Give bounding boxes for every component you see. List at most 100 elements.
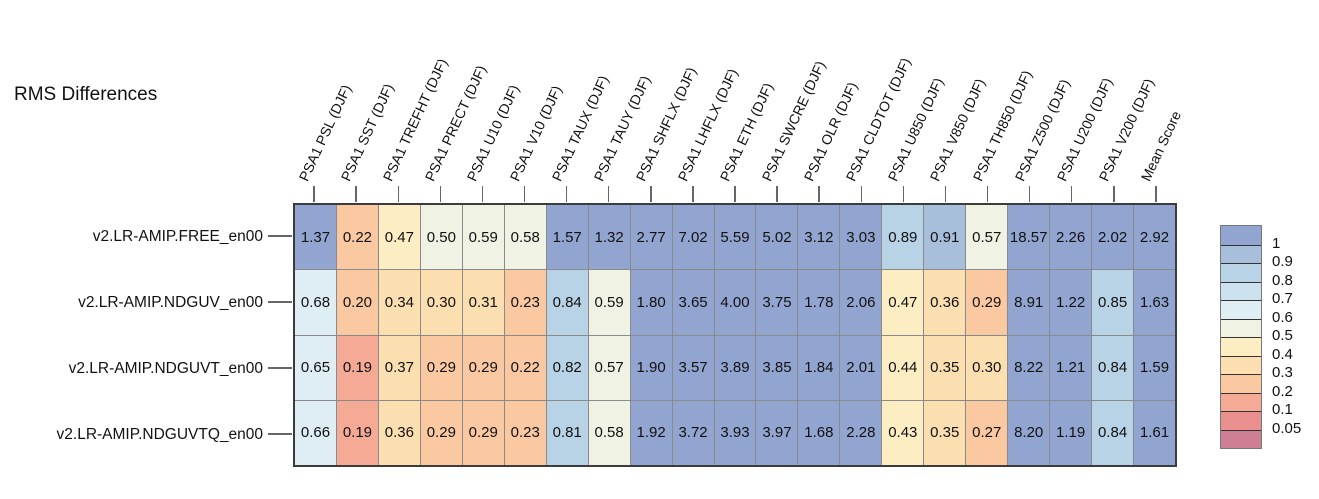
heatmap-cell: 0.19	[336, 335, 378, 400]
heatmap-cell: 3.65	[672, 270, 714, 335]
legend-color-band	[1221, 411, 1261, 430]
heatmap-cell: 0.27	[966, 400, 1008, 465]
legend-tick-label: 0.2	[1272, 382, 1293, 400]
heatmap-cell: 1.57	[546, 205, 588, 270]
heatmap-cell: 1.59	[1134, 335, 1175, 400]
column-tick	[692, 186, 694, 202]
heatmap-cell: 0.29	[420, 335, 462, 400]
column-tick	[1155, 186, 1157, 202]
legend-tick-label: 0.1	[1272, 401, 1293, 418]
heatmap-cell: 0.35	[924, 400, 966, 465]
column-tick	[650, 186, 652, 202]
legend-color-band	[1221, 318, 1261, 337]
heatmap-cell: 0.84	[1092, 400, 1134, 465]
row-tick	[268, 301, 292, 303]
legend-color-band	[1221, 355, 1261, 374]
heatmap-cell: 3.57	[672, 335, 714, 400]
heatmap-cell: 0.59	[462, 205, 504, 270]
legend-color-band	[1221, 226, 1261, 245]
heatmap-cell: 0.68	[295, 270, 336, 335]
heatmap-cell: 0.23	[504, 400, 546, 465]
heatmap-cell: 0.22	[504, 335, 546, 400]
heatmap-cell: 7.02	[672, 205, 714, 270]
heatmap-cell: 0.91	[924, 205, 966, 270]
heatmap-cell: 0.36	[924, 270, 966, 335]
heatmap-cell: 0.35	[924, 335, 966, 400]
heatmap-cell: 4.00	[714, 270, 756, 335]
column-tick	[397, 186, 399, 202]
column-tick	[523, 186, 526, 202]
heatmap-cell: 1.37	[295, 205, 336, 270]
heatmap-cell: 0.89	[882, 205, 924, 270]
heatmap-cell: 0.37	[378, 335, 420, 400]
heatmap-cell: 3.12	[798, 205, 840, 270]
column-tick	[902, 186, 905, 202]
heatmap-cell: 0.29	[462, 400, 504, 465]
heatmap-cell: 0.66	[295, 400, 336, 465]
heatmap-cell: 0.43	[882, 400, 924, 465]
heatmap-cell: 0.85	[1092, 270, 1134, 335]
heatmap-cell: 0.47	[882, 270, 924, 335]
heatmap-cell: 0.36	[378, 400, 420, 465]
heatmap-cell: 1.80	[630, 270, 672, 335]
row-tick	[268, 433, 292, 435]
row-tick	[268, 367, 292, 369]
column-header-label: Mean Score	[1137, 108, 1184, 184]
heatmap-cell: 3.89	[714, 335, 756, 400]
heatmap-grid: 1.37 0.22 0.47 0.50 0.59 0.58 1.57 1.32 2.77 7.02…	[293, 203, 1177, 467]
legend-color-band	[1221, 337, 1261, 356]
column-tick	[860, 186, 862, 202]
heatmap-cell: 0.47	[378, 205, 420, 270]
legend-color-band	[1221, 429, 1261, 448]
chart-title: RMS Differences	[14, 84, 158, 105]
column-tick	[565, 186, 568, 202]
heatmap-cell: 0.29	[420, 400, 462, 465]
heatmap-cell: 0.82	[546, 335, 588, 400]
heatmap-cell: 8.22	[1008, 335, 1050, 400]
heatmap-cell: 8.91	[1008, 270, 1050, 335]
legend-tick-label: 0.05	[1272, 419, 1302, 437]
column-tick	[1028, 186, 1031, 202]
heatmap-cell: 0.81	[546, 400, 588, 465]
heatmap-cell: 3.03	[840, 205, 882, 270]
heatmap-cell: 0.31	[462, 270, 504, 335]
row-tick	[268, 235, 292, 237]
heatmap-cell: 0.30	[420, 270, 462, 335]
heatmap-cell: 2.77	[630, 205, 672, 270]
heatmap-cell: 0.23	[504, 270, 546, 335]
legend-tick-label: 0.7	[1272, 290, 1293, 307]
legend-tick-label: 0.9	[1272, 253, 1293, 270]
heatmap-cell: 3.93	[714, 400, 756, 465]
heatmap-cell: 1.21	[1050, 335, 1092, 400]
column-tick	[776, 186, 778, 202]
legend-color-band	[1221, 300, 1261, 319]
heatmap-cell: 3.72	[672, 400, 714, 465]
column-tick	[355, 186, 357, 202]
legend-color-band	[1221, 374, 1261, 393]
heatmap-cell: 0.34	[378, 270, 420, 335]
legend-tick-label: 0.8	[1272, 271, 1293, 289]
heatmap-cell: 0.44	[882, 335, 924, 400]
legend-color-band	[1221, 281, 1261, 300]
heatmap-cell: 5.02	[756, 205, 798, 270]
heatmap-cell: 1.61	[1134, 400, 1175, 465]
legend-tick-label: 1	[1272, 234, 1281, 252]
legend-tick-label: 0.6	[1272, 308, 1293, 326]
column-tick	[481, 186, 484, 202]
legend-tick-label: 0.5	[1272, 327, 1293, 344]
legend-tick-label: 0.3	[1272, 364, 1293, 381]
row-label: v2.LR-AMIP.NDGUVTQ_en00	[56, 425, 263, 443]
heatmap-cell: 0.30	[966, 335, 1008, 400]
heatmap-cell: 2.92	[1134, 205, 1175, 270]
heatmap-cell: 1.68	[798, 400, 840, 465]
heatmap-cell: 0.84	[546, 270, 588, 335]
column-tick	[313, 186, 315, 202]
column-tick	[818, 186, 820, 202]
heatmap-cell: 3.85	[756, 335, 798, 400]
heatmap-cell: 18.57	[1008, 205, 1050, 270]
heatmap-cell: 0.20	[336, 270, 378, 335]
row-label: v2.LR-AMIP.NDGUVT_en00	[68, 359, 263, 377]
heatmap-cell: 0.57	[966, 205, 1008, 270]
heatmap-cell: 1.90	[630, 335, 672, 400]
